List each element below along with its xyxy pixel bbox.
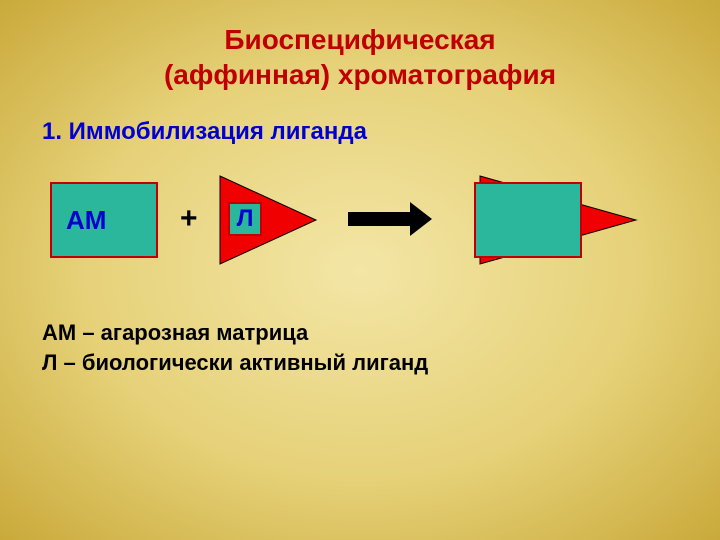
slide-subtitle: 1. Иммобилизация лиганда bbox=[42, 118, 367, 146]
legend: АМ – агарозная матрица Л – биологически … bbox=[42, 320, 428, 380]
legend-line-l: Л – биологически активный лиганд bbox=[42, 350, 428, 376]
slide: Биоспецифическая (аффинная) хроматографи… bbox=[0, 0, 720, 540]
result-triangle bbox=[0, 182, 720, 292]
diagram-area: АМ + Л bbox=[0, 182, 720, 292]
result-matrix-box bbox=[474, 182, 582, 258]
legend-line-am: АМ – агарозная матрица bbox=[42, 320, 428, 346]
slide-title: Биоспецифическая (аффинная) хроматографи… bbox=[0, 22, 720, 92]
